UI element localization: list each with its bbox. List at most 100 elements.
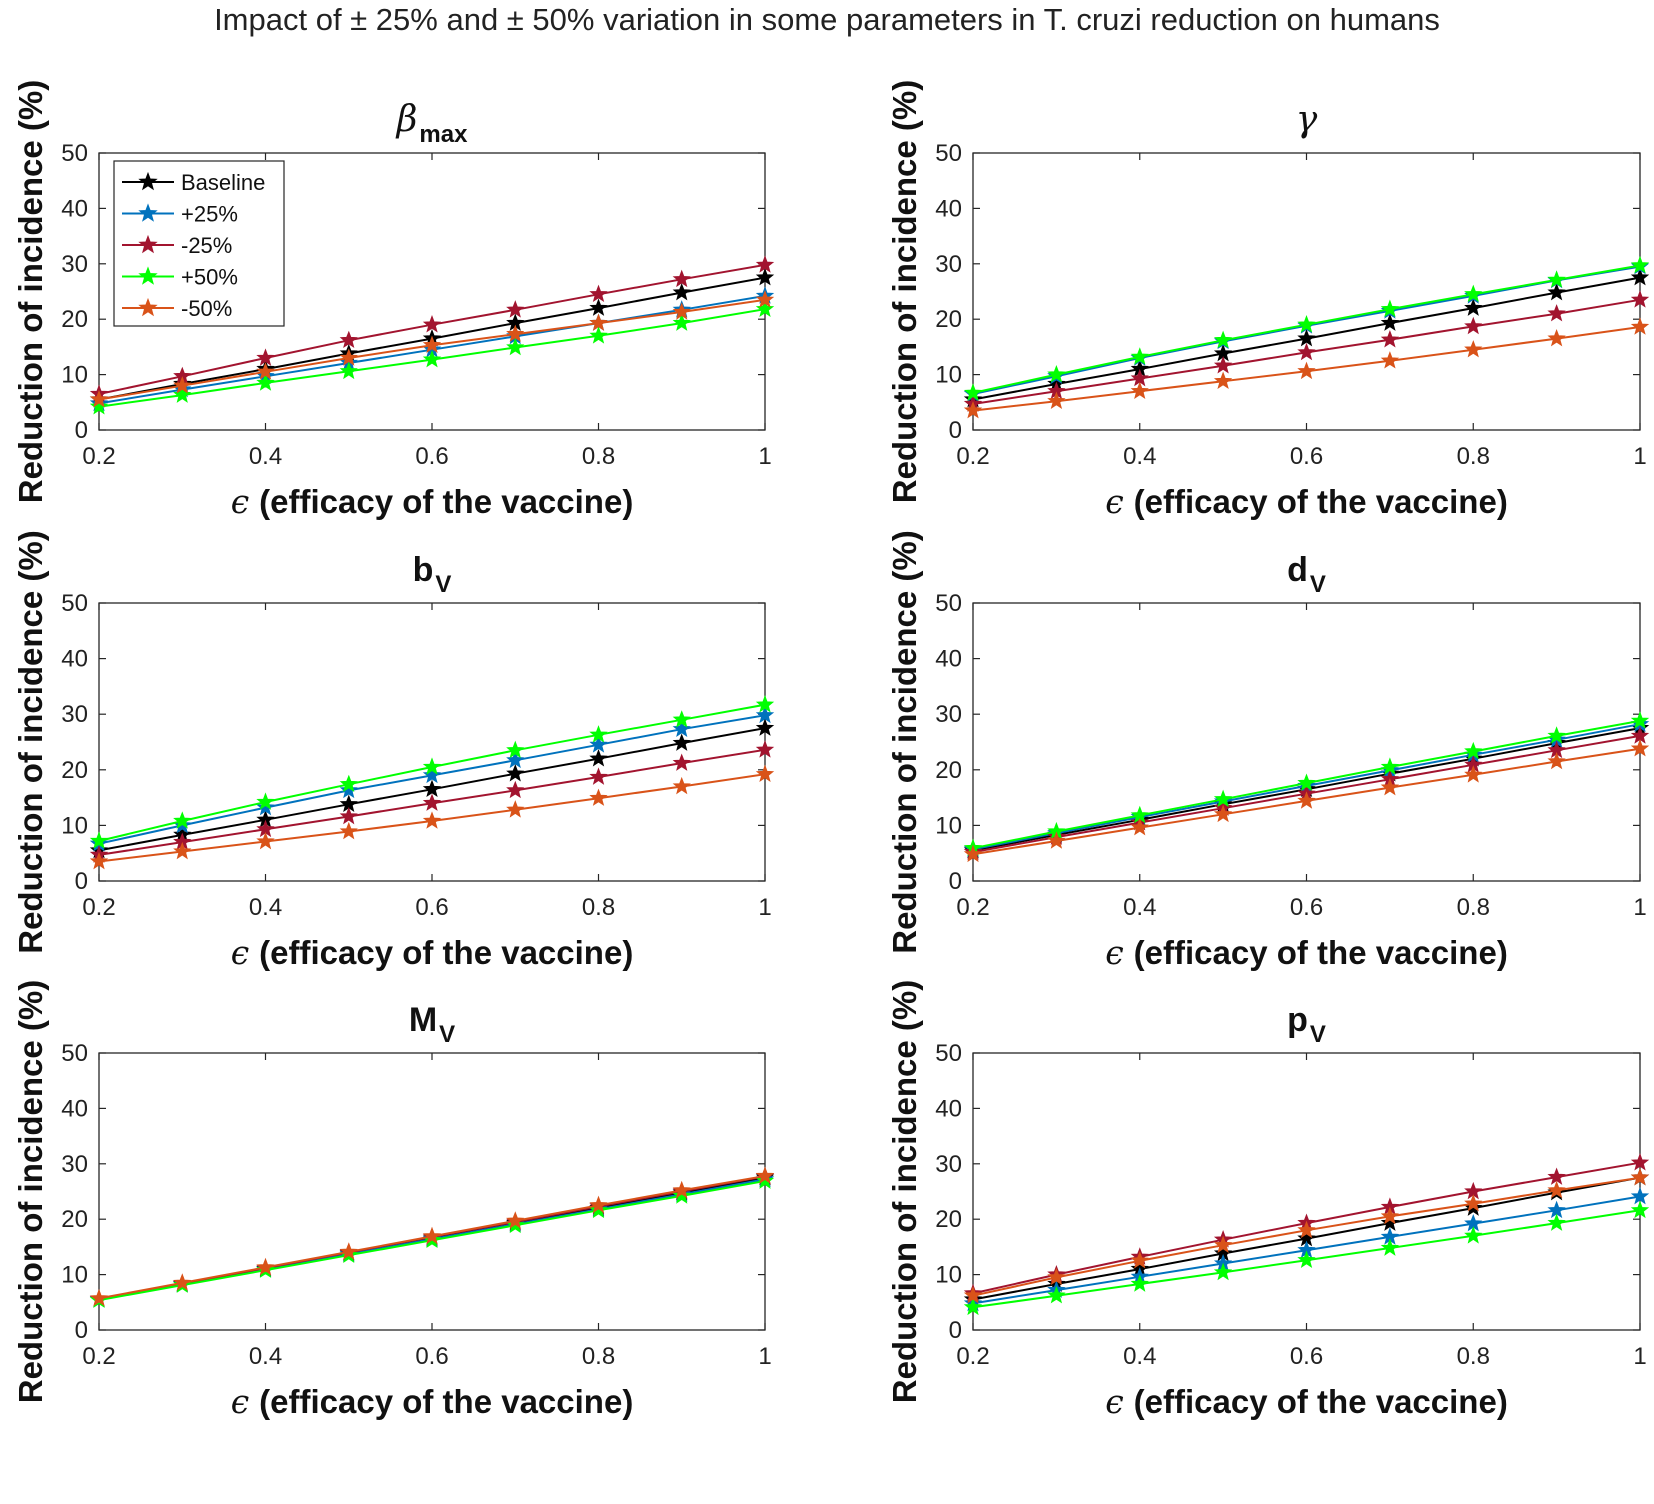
data-point bbox=[1130, 347, 1149, 365]
data-point bbox=[1630, 290, 1650, 308]
data-point bbox=[1380, 330, 1400, 348]
data-point bbox=[422, 765, 442, 784]
x-axis-label: ϵ (efficacy of the vaccine) bbox=[1105, 933, 1508, 972]
series-minus50pct bbox=[89, 764, 775, 870]
data-point bbox=[422, 811, 442, 829]
x-axis-label: ϵ (efficacy of the vaccine) bbox=[231, 482, 634, 521]
data-point bbox=[1047, 1267, 1066, 1286]
data-point bbox=[755, 705, 775, 724]
data-point bbox=[1547, 1167, 1566, 1185]
y-axis-label: Reduction of incidence (%) bbox=[886, 80, 923, 504]
y-tick-label: 40 bbox=[935, 646, 962, 673]
x-tick-label: 0.8 bbox=[1457, 443, 1490, 470]
x-axis-label-text: (efficacy of the vaccine) bbox=[259, 483, 633, 520]
subplot-title-subscript: max bbox=[419, 121, 468, 148]
data-point bbox=[89, 389, 109, 408]
x-tick-label: 0.6 bbox=[1290, 443, 1323, 470]
series-minus25pct bbox=[89, 740, 775, 863]
subplot-title-base: d bbox=[1287, 551, 1308, 589]
x-axis-label: ϵ (efficacy of the vaccine) bbox=[231, 1382, 634, 1421]
data-point bbox=[1630, 267, 1650, 286]
y-tick-label: 0 bbox=[949, 868, 962, 895]
data-point bbox=[755, 255, 775, 273]
data-point bbox=[672, 1180, 691, 1199]
series-plus50pct bbox=[963, 711, 1650, 857]
y-tick-label: 40 bbox=[935, 195, 962, 222]
data-point bbox=[1213, 1235, 1233, 1254]
data-point bbox=[1630, 739, 1650, 757]
x-tick-label: 1 bbox=[1633, 1343, 1646, 1370]
data-point bbox=[1630, 255, 1650, 274]
epsilon-symbol: ϵ bbox=[231, 933, 249, 972]
subplot-title-base: γ bbox=[1296, 99, 1318, 140]
data-point bbox=[506, 780, 525, 799]
epsilon-symbol: ϵ bbox=[231, 482, 249, 521]
series-minus50pct bbox=[963, 739, 1650, 863]
data-point bbox=[755, 718, 775, 736]
data-point bbox=[1630, 1153, 1650, 1171]
data-point bbox=[506, 324, 525, 342]
y-tick-label: 50 bbox=[61, 590, 88, 617]
data-point bbox=[672, 302, 691, 320]
x-axis-label: ϵ (efficacy of the vaccine) bbox=[231, 933, 634, 972]
y-tick-label: 0 bbox=[75, 868, 88, 895]
x-tick-label: 0.2 bbox=[956, 443, 989, 470]
subplot-title-subscript: V bbox=[1310, 571, 1326, 598]
data-point bbox=[1630, 1200, 1650, 1219]
data-point bbox=[506, 740, 525, 759]
y-tick-label: 10 bbox=[935, 812, 962, 839]
data-point bbox=[755, 740, 775, 758]
y-tick-label: 10 bbox=[61, 812, 88, 839]
data-point bbox=[1464, 765, 1483, 783]
y-axis-label: Reduction of incidence (%) bbox=[12, 530, 49, 954]
y-tick-label: 0 bbox=[949, 417, 962, 444]
series-plus50pct bbox=[89, 695, 775, 849]
data-point bbox=[256, 362, 275, 380]
y-axis-label: Reduction of incidence (%) bbox=[886, 530, 923, 954]
data-point bbox=[1547, 270, 1566, 288]
data-point bbox=[589, 749, 608, 767]
x-tick-label: 0.2 bbox=[82, 1343, 115, 1370]
y-tick-label: 50 bbox=[935, 590, 962, 617]
data-point bbox=[422, 757, 442, 775]
subplot-1: 0 10 20 30 40 50 0.2 0.4 0.6 0.8 1 ϵ (efficacy of th… bbox=[12, 80, 775, 521]
subplot-title: MV bbox=[409, 1001, 455, 1048]
data-point bbox=[1380, 757, 1400, 775]
data-point bbox=[1380, 351, 1400, 369]
subplot-3: 0 10 20 30 40 50 0.2 0.4 0.6 0.8 1 ϵ (efficacy of th… bbox=[12, 530, 775, 972]
y-tick-label: 10 bbox=[61, 1262, 88, 1289]
data-point bbox=[1297, 1250, 1316, 1269]
x-axis-label-text: (efficacy of the vaccine) bbox=[259, 934, 633, 971]
subplot-title-subscript: V bbox=[439, 1021, 455, 1048]
subplot-title: bV bbox=[413, 551, 452, 598]
data-point bbox=[755, 764, 775, 783]
x-tick-label: 0.8 bbox=[582, 443, 615, 470]
legend-swatch-marker bbox=[138, 266, 158, 285]
data-point bbox=[1630, 1186, 1650, 1205]
y-tick-label: 0 bbox=[949, 1317, 962, 1344]
data-point bbox=[1213, 789, 1233, 808]
epsilon-symbol: ϵ bbox=[1105, 1382, 1123, 1421]
data-point bbox=[1464, 1194, 1483, 1212]
data-point bbox=[1380, 777, 1400, 796]
x-tick-label: 0.6 bbox=[415, 1343, 448, 1370]
data-point bbox=[1297, 773, 1316, 791]
y-tick-label: 40 bbox=[61, 646, 88, 673]
subplot-title: γ bbox=[1296, 99, 1318, 140]
data-point bbox=[1380, 1213, 1400, 1231]
data-point bbox=[1464, 741, 1483, 760]
data-point bbox=[1297, 342, 1316, 361]
subplot-4: 0 10 20 30 40 50 0.2 0.4 0.6 0.8 1 ϵ (efficacy of th… bbox=[886, 530, 1650, 972]
data-point bbox=[256, 373, 275, 391]
y-tick-label: 10 bbox=[935, 362, 962, 389]
x-tick-label: 0.6 bbox=[1290, 1343, 1323, 1370]
x-tick-label: 0.8 bbox=[582, 894, 615, 921]
y-tick-label: 50 bbox=[61, 140, 88, 167]
legend-entry-label: +50% bbox=[181, 265, 238, 290]
data-point bbox=[1213, 1262, 1233, 1281]
subplot-title: βmax bbox=[395, 99, 469, 148]
y-tick-label: 50 bbox=[935, 140, 962, 167]
data-point bbox=[1213, 804, 1233, 823]
x-tick-label: 1 bbox=[758, 443, 771, 470]
